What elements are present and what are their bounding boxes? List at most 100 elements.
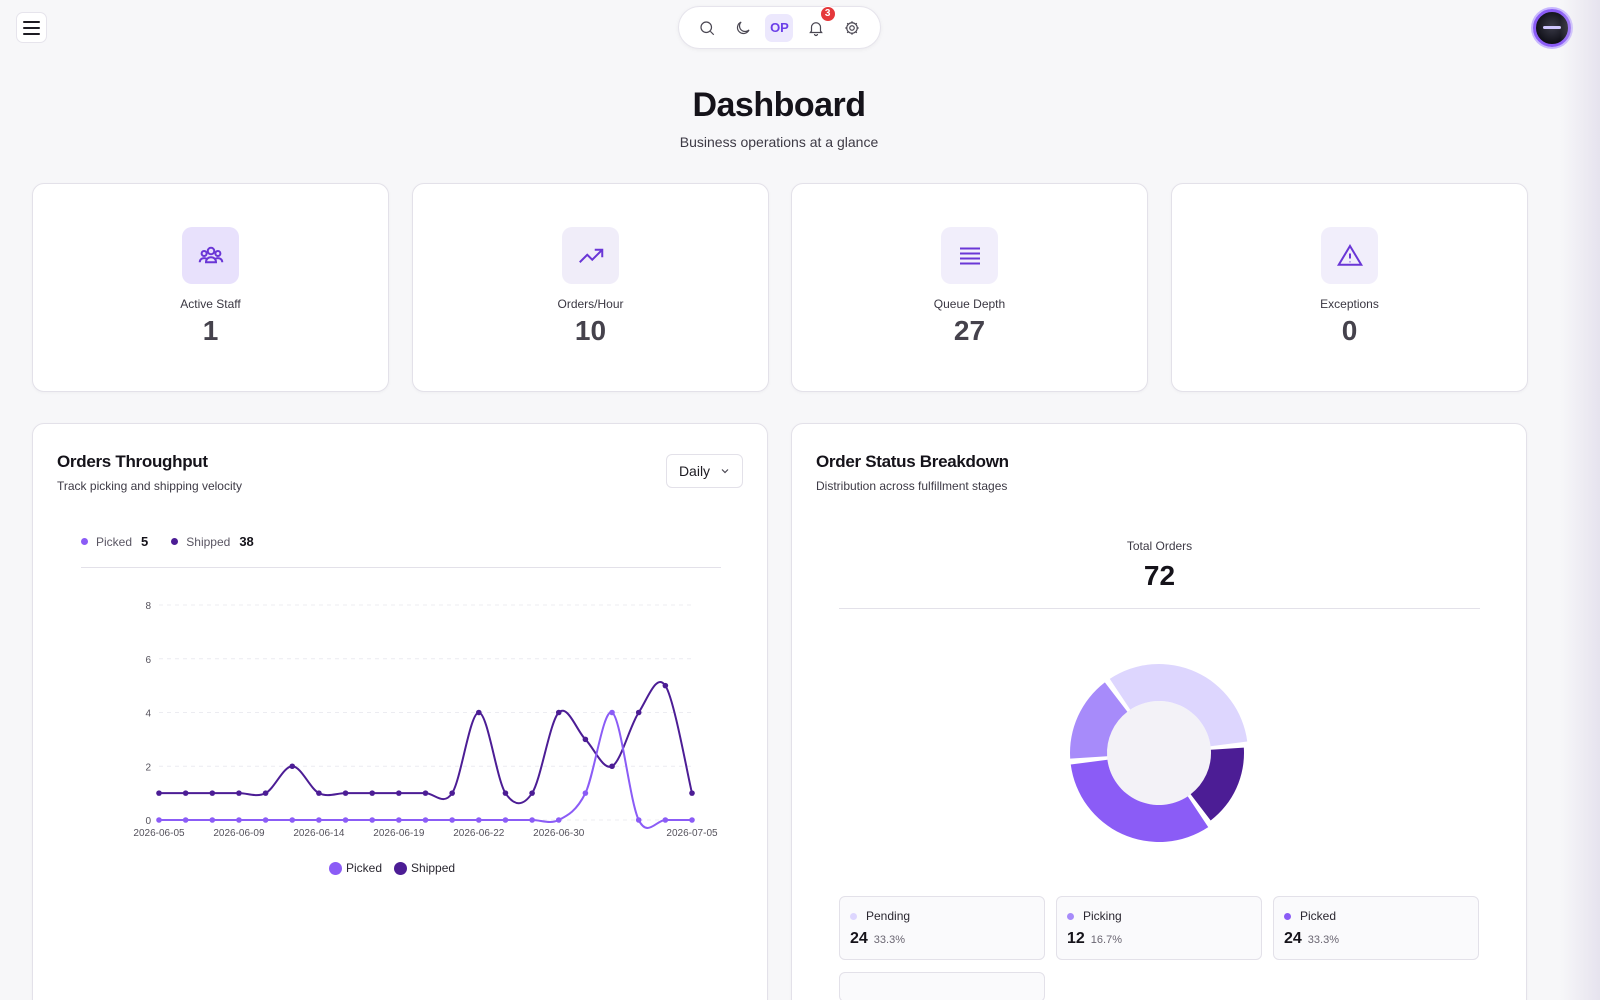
legend-item-shipped[interactable]: Shipped — [394, 861, 455, 875]
divider — [81, 567, 721, 568]
data-point-shipped — [662, 682, 669, 689]
users-icon — [182, 227, 239, 284]
data-point-picked — [182, 817, 189, 823]
status-donut-chart — [1070, 664, 1248, 842]
x-tick-label: 2026-06-30 — [533, 828, 585, 839]
data-point-shipped — [156, 790, 162, 796]
stat-value: 10 — [574, 315, 607, 346]
data-point-shipped — [316, 790, 322, 796]
stat-label: Orders/Hour — [557, 297, 624, 311]
donut-slice-picked[interactable] — [1070, 759, 1209, 842]
op-button[interactable]: OP — [765, 13, 794, 42]
status-card-picked: Picked 24 33.3% — [1273, 896, 1479, 960]
throughput-line-chart: 0 2 4 6 8 2026-06-05 2026-06-09 2026-06-14 2026-… — [133, 601, 718, 839]
x-tick-label: 2026-06-05 — [133, 828, 185, 839]
data-point-shipped — [689, 790, 695, 796]
data-point-picked — [635, 817, 642, 823]
stat-card-active-staff: Active Staff 1 — [32, 183, 389, 392]
status-percent: 16.7% — [1090, 934, 1122, 946]
donut-hole — [1107, 701, 1211, 805]
picked-dot — [81, 538, 88, 545]
donut-slice-shipped[interactable] — [1190, 747, 1244, 821]
trending-up-icon — [562, 227, 619, 284]
data-point-picked — [342, 817, 349, 823]
data-point-picked — [236, 817, 242, 823]
panel-title: Orders Throughput — [57, 452, 208, 471]
menu-button[interactable] — [16, 12, 47, 43]
scroll-shadow — [1560, 0, 1600, 1000]
status-name: Pending — [866, 909, 911, 923]
data-point-picked — [316, 817, 322, 823]
data-point-picked — [369, 817, 376, 823]
data-point-shipped — [529, 790, 535, 796]
stat-value: 27 — [953, 315, 986, 346]
data-point-shipped — [635, 709, 642, 716]
total-orders-label: Total Orders — [1126, 539, 1193, 553]
throughput-panel: Orders Throughput Track picking and ship… — [32, 423, 768, 1000]
data-point-picked — [689, 817, 695, 823]
status-name: Picking — [1083, 909, 1122, 923]
moon-icon — [737, 20, 750, 34]
status-card-picking: Picking 12 16.7% — [1056, 896, 1262, 960]
series-line-shipped — [159, 681, 693, 805]
alert-triangle-icon — [1321, 227, 1378, 284]
data-point-shipped — [289, 763, 296, 770]
stat-value: 0 — [1341, 315, 1358, 346]
data-point-picked — [156, 817, 162, 823]
y-tick-label: 0 — [145, 816, 151, 827]
data-point-shipped — [396, 790, 402, 796]
legend-label: Shipped — [411, 861, 456, 875]
x-tick-label: 2026-07-05 — [666, 828, 718, 839]
stat-card-queue-depth: Queue Depth 27 — [791, 183, 1148, 392]
shipped-dot — [171, 538, 179, 545]
status-count: 24 — [1284, 930, 1302, 947]
gear-icon — [845, 20, 859, 35]
x-tick-label: 2026-06-09 — [213, 828, 265, 839]
data-point-picked — [609, 709, 615, 716]
data-point-picked — [582, 790, 589, 796]
status-breakdown-panel: Order Status Breakdown Distribution acro… — [791, 423, 1527, 1000]
data-point-shipped — [502, 790, 509, 796]
data-point-shipped — [236, 790, 242, 796]
total-label-picked: Picked — [96, 534, 133, 549]
total-value-picked: 5 — [141, 534, 149, 549]
data-point-picked — [209, 817, 216, 823]
data-point-shipped — [609, 763, 615, 770]
x-tick-label: 2026-06-14 — [293, 828, 345, 839]
panel-title: Order Status Breakdown — [816, 452, 1009, 471]
legend-item-picked[interactable]: Picked — [329, 861, 382, 875]
data-point-shipped — [555, 709, 562, 716]
series-totals: Picked 5 Shipped 38 — [81, 534, 277, 549]
notifications-button[interactable]: 3 — [802, 5, 836, 42]
status-count: 24 — [850, 930, 868, 947]
status-name: Picked — [1300, 909, 1337, 923]
data-point-picked — [396, 817, 402, 823]
page-subtitle: Business operations at a glance — [679, 134, 879, 150]
data-point-picked — [262, 817, 269, 823]
donut-slice-picking[interactable] — [1070, 682, 1128, 759]
stat-card-exceptions: Exceptions 0 — [1171, 183, 1528, 392]
data-point-picked — [422, 817, 429, 823]
theme-toggle-button[interactable] — [729, 14, 757, 42]
settings-button[interactable] — [838, 14, 866, 42]
donut-slice-pending[interactable] — [1109, 664, 1248, 747]
stat-label: Exceptions — [1320, 297, 1379, 311]
notification-badge: 3 — [819, 5, 836, 22]
total-orders-value: 72 — [1143, 560, 1176, 591]
data-point-shipped — [422, 790, 429, 796]
panel-subtitle: Distribution across fulfillment stages — [816, 479, 1008, 493]
chevron-down-icon — [721, 469, 729, 474]
page-title: Dashboard — [692, 86, 866, 124]
period-dropdown[interactable]: Daily — [666, 454, 743, 488]
y-tick-label: 4 — [145, 709, 151, 720]
status-percent: 33.3% — [1307, 934, 1339, 946]
total-label-shipped: Shipped — [186, 534, 231, 549]
data-point-picked — [476, 817, 482, 823]
x-tick-label: 2026-06-22 — [453, 828, 505, 839]
search-button[interactable] — [693, 14, 721, 42]
y-tick-label: 2 — [145, 762, 151, 773]
data-point-picked — [529, 817, 535, 823]
period-dropdown-value: Daily — [678, 463, 711, 479]
avatar[interactable] — [1533, 9, 1571, 47]
data-point-shipped — [369, 790, 376, 796]
